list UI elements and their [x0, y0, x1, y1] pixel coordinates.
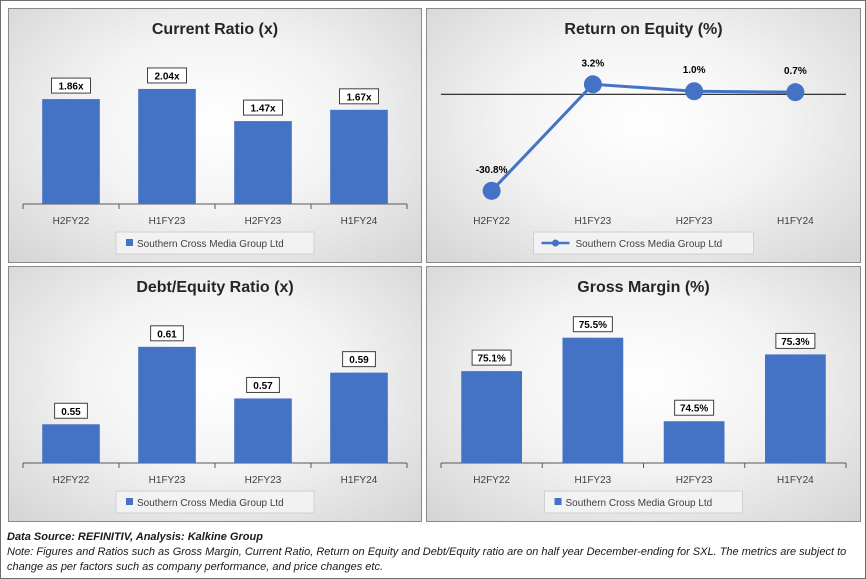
bar-h2fy22	[42, 99, 100, 204]
data-source-text: Data Source: REFINITIV, Analysis: Kalkin…	[7, 531, 263, 543]
legend-label: Southern Cross Media Group Ltd	[137, 498, 284, 509]
bar-h2fy22	[461, 371, 522, 463]
legend-swatch	[554, 498, 562, 505]
bar-h2fy23	[234, 121, 292, 204]
legend-label: Southern Cross Media Group Ltd	[576, 239, 723, 250]
x-tick-label-h2fy22: H2FY22	[53, 475, 90, 486]
x-tick-label-h2fy22: H2FY22	[473, 475, 510, 486]
legend-box	[115, 490, 315, 514]
x-tick-label-h2fy23: H2FY23	[245, 216, 282, 227]
data-label-h2fy22: 1.86x	[58, 82, 83, 93]
chart-title: Gross Margin (%)	[577, 279, 709, 296]
legend-swatch	[126, 239, 133, 246]
bar-h1fy24	[765, 354, 826, 463]
x-tick-label-h1fy24: H1FY24	[777, 475, 814, 486]
data-label-h1fy24: 75.3%	[781, 337, 809, 348]
data-label-h2fy23: 74.5%	[680, 404, 708, 415]
data-label-h1fy23: 3.2%	[581, 58, 604, 69]
chart-svg: Return on Equity (%) -30.8% 3.2% 1.0% 0.7% H2…	[441, 21, 846, 255]
data-label-h2fy22: -30.8%	[476, 165, 508, 176]
bar-h1fy24	[330, 372, 388, 463]
chart-title: Current Ratio (x)	[152, 21, 278, 38]
point-h1fy23	[583, 75, 602, 94]
data-label-h2fy22-box	[54, 402, 88, 419]
x-tick-label-h1fy23: H1FY23	[575, 475, 612, 486]
data-label-h2fy22-box	[471, 349, 512, 366]
legend-box	[544, 490, 743, 514]
bar-h1fy23	[562, 337, 624, 463]
legend-swatch	[126, 498, 133, 505]
data-label-h1fy23: 0.61	[157, 329, 177, 340]
chart-title: Debt/Equity Ratio (x)	[136, 279, 293, 296]
data-label-h1fy24-box	[775, 332, 816, 349]
x-tick-label-h2fy23: H2FY23	[676, 216, 713, 227]
point-h2fy22	[482, 181, 501, 200]
point-h2fy23	[685, 82, 704, 101]
x-tick-label-h2fy22: H2FY22	[473, 216, 510, 227]
data-label-h1fy23-box	[150, 325, 184, 342]
data-label-h1fy23-box	[147, 67, 187, 84]
data-label-h1fy23: 2.04x	[154, 71, 179, 82]
x-tick-label-h1fy24: H1FY24	[341, 216, 378, 227]
data-label-h1fy23: 75.5%	[579, 320, 607, 331]
data-label-h2fy23: 1.47x	[250, 104, 275, 115]
x-tick-label-h2fy23: H2FY23	[676, 475, 713, 486]
chart-svg: Debt/Equity Ratio (x) 0.55 0.61 0.57 0.59 H2F…	[22, 279, 408, 514]
bar-h2fy23	[234, 398, 292, 463]
data-label-h1fy24: 0.7%	[784, 66, 807, 77]
data-label-h1fy24: 1.67x	[346, 92, 371, 103]
x-tick-label-h1fy23: H1FY23	[149, 475, 186, 486]
point-h1fy24	[786, 83, 805, 102]
x-tick-label-h1fy23: H1FY23	[149, 216, 186, 227]
data-label-h1fy24-box	[342, 351, 376, 368]
series-line	[490, 82, 796, 192]
data-label-h2fy23-box	[674, 399, 715, 416]
debt-equity-ratio-chart: Debt/Equity Ratio (x) 0.55 0.61 0.57 0.59 H2F…	[8, 266, 422, 522]
bar-h2fy22	[42, 424, 100, 463]
bar-h1fy23	[138, 346, 196, 463]
chart-svg: Current Ratio (x) 1.86x 2.04x 1.47x 1.67x H2F…	[22, 21, 408, 255]
data-label-h2fy23: 0.57	[253, 381, 273, 392]
data-label-h2fy23: 1.0%	[683, 65, 706, 76]
x-tick-label-h1fy23: H1FY23	[575, 216, 612, 227]
x-tick-label-h1fy24: H1FY24	[777, 216, 814, 227]
bar-h1fy23	[138, 88, 196, 204]
chart-title: Return on Equity (%)	[564, 21, 722, 38]
data-label-h1fy24-box	[339, 88, 379, 105]
x-tick-label-h2fy22: H2FY22	[53, 216, 90, 227]
legend-label: Southern Cross Media Group Ltd	[137, 239, 284, 250]
data-label-h2fy22: 0.55	[61, 407, 81, 418]
legend-dot-marker	[552, 239, 559, 247]
bar-h1fy24	[330, 109, 388, 204]
legend-box	[115, 231, 315, 255]
gross-margin-chart: Gross Margin (%) 75.1% 75.5% 74.5% 75.3% H2FY…	[426, 266, 861, 522]
x-tick-label-h1fy24: H1FY24	[341, 475, 378, 486]
footer: Data Source: REFINITIV, Analysis: Kalkin…	[7, 530, 857, 575]
data-label-h2fy23-box	[246, 376, 280, 393]
data-label-h2fy23-box	[243, 99, 283, 116]
data-label-h2fy22-box	[51, 77, 91, 94]
return-on-equity-chart: Return on Equity (%) -30.8% 3.2% 1.0% 0.7% H2…	[426, 8, 861, 263]
legend-box	[533, 231, 754, 255]
note-text: Note: Figures and Ratios such as Gross M…	[7, 546, 847, 573]
chart-svg: Gross Margin (%) 75.1% 75.5% 74.5% 75.3% H2FY…	[440, 279, 847, 514]
data-label-h1fy23-box	[572, 316, 613, 333]
legend-label: Southern Cross Media Group Ltd	[566, 498, 713, 509]
bar-h2fy23	[663, 421, 725, 463]
data-label-h1fy24: 0.59	[349, 355, 369, 366]
current-ratio-chart: Current Ratio (x) 1.86x 2.04x 1.47x 1.67x H2F…	[8, 8, 422, 263]
x-tick-label-h2fy23: H2FY23	[245, 475, 282, 486]
data-label-h2fy22: 75.1%	[477, 354, 505, 365]
